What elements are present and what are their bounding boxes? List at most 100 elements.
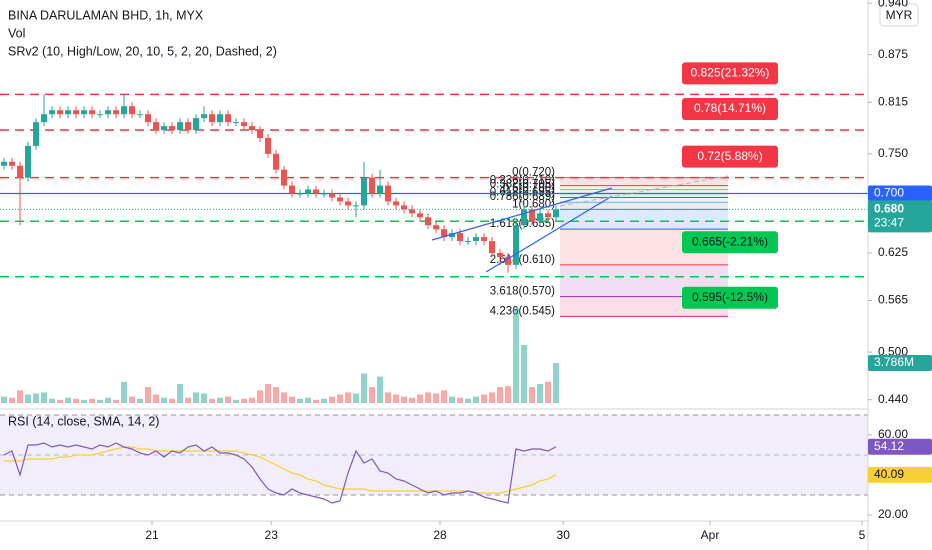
candle-body — [521, 209, 527, 226]
candle-body — [17, 165, 23, 178]
level-label-box — [682, 145, 778, 168]
volume-bar — [153, 394, 159, 403]
volume-bar — [537, 384, 543, 403]
volume-bar — [49, 398, 55, 403]
candle-body — [289, 185, 295, 194]
volume-bar — [473, 396, 479, 403]
candle-body — [249, 126, 255, 131]
volume-bar — [401, 396, 407, 403]
volume-bar — [505, 386, 511, 403]
level-label: 0.825(21.32%) — [691, 66, 770, 80]
volume-bar — [281, 392, 287, 403]
axis-badge-label: 54.12 — [874, 439, 904, 453]
candle-body — [65, 110, 71, 115]
fib-label: 4.236(0.545) — [490, 305, 555, 317]
candle-body — [265, 137, 271, 154]
axis-badge — [868, 185, 932, 202]
volume-bar — [385, 392, 391, 403]
candle-body — [441, 229, 447, 238]
x-tick-label: 28 — [433, 528, 447, 542]
volume-bar — [241, 398, 247, 403]
projection-line — [559, 175, 729, 207]
x-tick-label: 21 — [145, 528, 159, 542]
candle-body — [321, 193, 327, 195]
volume-bar — [209, 398, 215, 403]
candle-body — [209, 114, 215, 123]
level-label-box — [682, 231, 778, 254]
volume-bar — [65, 397, 71, 403]
candle-body — [225, 114, 231, 123]
level-label: 0.595(-12.5%) — [692, 290, 768, 304]
candle-body — [169, 126, 175, 131]
volume-bar — [121, 381, 127, 403]
axis-badge — [868, 466, 932, 483]
y-tick-label: 0.625 — [878, 245, 908, 259]
volume-bar — [321, 398, 327, 403]
candle-body — [353, 205, 359, 207]
volume-bar — [329, 396, 335, 403]
y-tick-label: 0.750 — [878, 146, 908, 160]
rsi-y-tick-label: 60.00 — [878, 427, 908, 441]
volume-bar — [353, 393, 359, 403]
candle-body — [185, 122, 191, 131]
volume-bar — [193, 392, 199, 403]
volume-bar — [201, 393, 207, 403]
volume-bar — [89, 398, 95, 403]
currency-button[interactable] — [879, 3, 919, 27]
candle-body — [481, 237, 487, 242]
volume-bar — [33, 393, 39, 403]
volume-bar — [337, 394, 343, 403]
axis-badge — [868, 200, 932, 233]
volume-bar — [41, 392, 47, 403]
candle-body — [241, 122, 247, 127]
volume-bar — [457, 397, 463, 403]
level-label: 0.78(14.71%) — [694, 101, 766, 115]
candle-body — [465, 241, 471, 243]
volume-bar — [489, 392, 495, 403]
volume-bar — [297, 398, 303, 403]
volume-bar — [545, 381, 551, 403]
volume-bar — [361, 373, 367, 403]
volume-bar — [105, 397, 111, 403]
volume-legend: Vol — [8, 26, 25, 40]
axis-badge-label: 40.09 — [874, 467, 904, 481]
fib-label: 0.786(0.689) — [490, 191, 555, 203]
volume-bar — [129, 396, 135, 403]
candle-body — [337, 197, 343, 202]
candle-body — [297, 193, 303, 195]
y-tick-label: 0.815 — [878, 94, 908, 108]
volume-bar — [409, 397, 415, 403]
rsi-legend: RSI (14, close, SMA, 14, 2) — [8, 414, 159, 428]
volume-bar — [481, 394, 487, 403]
candle-body — [457, 233, 463, 242]
candle-body — [417, 213, 423, 218]
candle-body — [377, 185, 383, 194]
volume-bar — [369, 387, 375, 403]
level-label-box — [682, 98, 778, 121]
candle-body — [9, 161, 15, 166]
level-label: 0.665(-2.21%) — [692, 234, 768, 248]
axis-badge — [868, 438, 932, 455]
candle-body — [25, 145, 31, 178]
candle-body — [145, 114, 151, 123]
candle-body — [473, 237, 479, 242]
axis-badge — [868, 355, 932, 372]
level-label: 0.72(5.88%) — [697, 149, 762, 163]
volume-bar — [113, 399, 119, 403]
symbol-title: BINA DARULAMAN BHD, 1h, MYX — [8, 8, 204, 22]
fib-label: 0.5(0.700) — [503, 183, 556, 195]
axis-badge-label: 3.786M — [874, 355, 914, 369]
candle-body — [329, 193, 335, 198]
candle-body — [497, 252, 503, 257]
volume-bar — [273, 387, 279, 403]
fib-zone — [560, 177, 728, 186]
volume-bar — [425, 392, 431, 403]
candle-body — [201, 114, 207, 119]
volume-bar — [9, 397, 15, 403]
volume-bar — [553, 363, 559, 403]
volume-bar — [185, 397, 191, 403]
volume-bar — [97, 399, 103, 403]
fib-label: 0(0.720) — [512, 167, 555, 179]
candle-body — [177, 122, 183, 131]
